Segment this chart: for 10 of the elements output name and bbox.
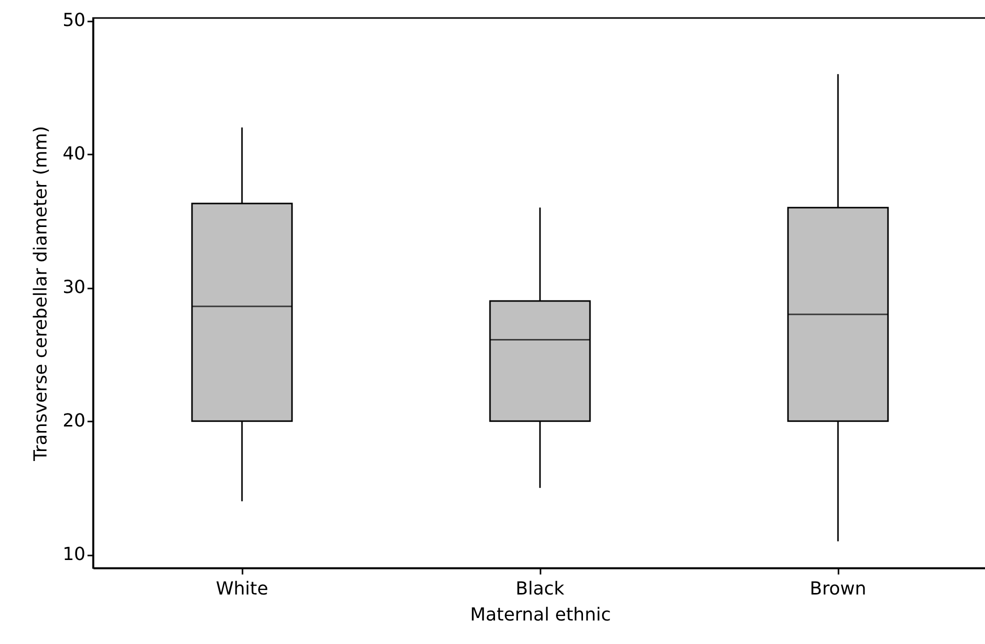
x-tick-label: Black bbox=[516, 578, 565, 600]
x-axis-title: Maternal ethnic bbox=[470, 604, 611, 626]
x-tick-label: White bbox=[216, 578, 268, 600]
y-tick-label: 30 bbox=[62, 277, 86, 298]
y-tick-label: 40 bbox=[62, 144, 86, 165]
y-tick-label: 10 bbox=[62, 544, 86, 566]
y-tick-label: 20 bbox=[62, 410, 86, 432]
y-tick-label: 50 bbox=[62, 10, 86, 32]
x-tick-label: Brown bbox=[810, 578, 866, 600]
y-axis-title: Transverse cerebellar diameter (mm) bbox=[30, 126, 52, 462]
